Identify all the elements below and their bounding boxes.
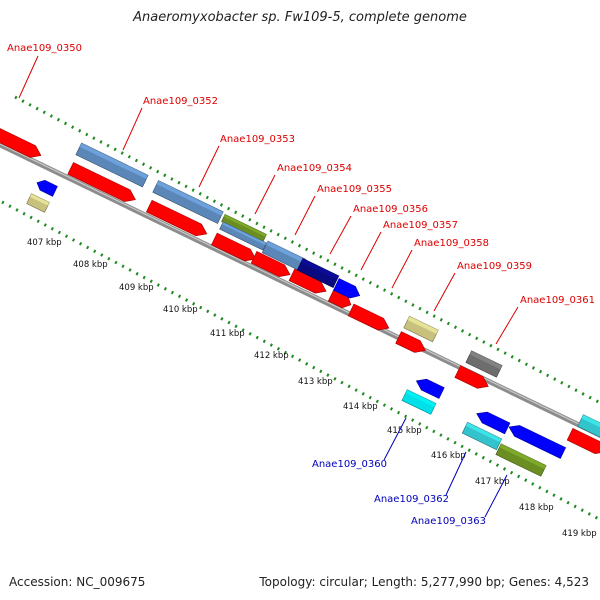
topology-text: Topology: circular; Length: 5,277,990 bp… xyxy=(259,575,589,589)
gene-0363-arrow xyxy=(495,443,547,477)
gene-0361-arrow xyxy=(454,365,489,389)
feature-khaki-1 xyxy=(403,315,439,343)
genome-backbone-highlight xyxy=(0,143,600,435)
gene-label: Anae109_0350 xyxy=(7,43,82,54)
leader-line xyxy=(360,231,382,271)
gene-right-edge-arrow xyxy=(566,428,600,454)
feature-blue-small xyxy=(36,179,58,197)
leader-line xyxy=(495,306,519,345)
leader-line xyxy=(198,145,220,188)
leader-line xyxy=(391,249,413,289)
feature-blue-3 xyxy=(476,411,511,435)
gene-label: Anae109_0358 xyxy=(414,238,489,249)
feature-blue-4 xyxy=(508,425,567,459)
feature-gray-1 xyxy=(465,350,503,378)
gene-0359-arrow xyxy=(395,331,426,353)
gene-0358-arrow xyxy=(347,303,390,331)
tick-label: 415 kbp xyxy=(387,426,422,436)
gene-0352-arrow xyxy=(67,162,136,202)
gene-0357-arrow xyxy=(327,288,352,309)
feature-steelblue-1 xyxy=(75,142,149,188)
leader-line xyxy=(433,272,456,312)
gene-label: Anae109_0361 xyxy=(520,295,595,306)
leader-line xyxy=(18,55,39,99)
tick-label: 416 kbp xyxy=(431,451,466,461)
leader-line xyxy=(294,195,316,236)
gene-0354-arrow xyxy=(211,232,257,262)
leader-line xyxy=(122,107,143,151)
feature-blue-1 xyxy=(333,278,361,299)
outer-dotted-ring xyxy=(14,95,600,405)
gene-label: Anae109_0352 xyxy=(143,96,218,107)
gene-0360-arrow xyxy=(401,389,437,415)
gene-label: Anae109_0357 xyxy=(383,220,458,231)
leader-line xyxy=(383,417,407,461)
gene-label: Anae109_0353 xyxy=(220,134,295,145)
tick-label: 407 kbp xyxy=(27,238,62,248)
gene-label: Anae109_0356 xyxy=(353,204,428,215)
leader-line xyxy=(254,174,276,215)
feature-navy-1 xyxy=(296,258,340,288)
gene-0353-arrow xyxy=(145,199,208,237)
feature-steelblue-3 xyxy=(219,221,267,251)
feature-teal-edge xyxy=(577,414,600,440)
tick-label: 411 kbp xyxy=(210,329,245,339)
gene-0355-arrow xyxy=(250,251,291,277)
gene-label: Anae109_0363 xyxy=(411,516,486,527)
tick-label: 412 kbp xyxy=(254,351,289,361)
genome-backbone xyxy=(0,142,600,438)
gene-label: Anae109_0362 xyxy=(374,494,449,505)
feature-steelblue-2 xyxy=(152,180,224,224)
tick-label: 410 kbp xyxy=(163,305,198,315)
tick-label: 414 kbp xyxy=(343,402,378,412)
accession-text: Accession: NC_009675 xyxy=(9,575,146,589)
feature-khaki-small xyxy=(26,193,50,213)
tick-label: 408 kbp xyxy=(73,260,108,270)
gene-label: Anae109_0355 xyxy=(317,184,392,195)
gene-0350-arrow xyxy=(0,122,42,158)
leader-line xyxy=(484,474,508,518)
inner-dotted-ring xyxy=(1,200,600,522)
tick-label: 419 kbp xyxy=(562,529,597,539)
gene-0362-arrow xyxy=(461,421,503,451)
map-title: Anaeromyxobacter sp. Fw109-5, complete g… xyxy=(133,10,467,25)
tick-label: 409 kbp xyxy=(119,283,154,293)
gene-label: Anae109_0360 xyxy=(312,459,387,470)
feature-blue-2 xyxy=(415,378,445,399)
leader-line xyxy=(445,451,467,496)
leader-line xyxy=(329,215,352,255)
tick-label: 418 kbp xyxy=(519,503,554,513)
tick-label: 417 kbp xyxy=(475,477,510,487)
tick-label: 413 kbp xyxy=(298,377,333,387)
gene-label: Anae109_0359 xyxy=(457,261,532,272)
gene-label: Anae109_0354 xyxy=(277,163,352,174)
